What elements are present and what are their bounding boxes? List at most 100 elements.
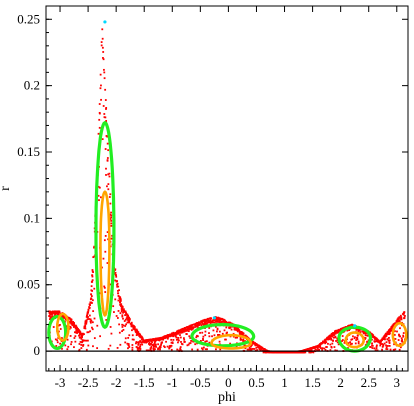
sea-point (113, 272, 116, 275)
sea-point (343, 341, 346, 344)
sea-point (385, 341, 388, 344)
sea-point (99, 335, 102, 338)
sea-point (121, 306, 124, 309)
sea-point (105, 319, 108, 321)
sea-point (141, 336, 144, 339)
sea-point (179, 336, 182, 339)
sea-point (127, 343, 130, 345)
sea-point (199, 331, 201, 334)
sea-point (157, 343, 160, 346)
sea-point (225, 326, 228, 329)
sea-point (55, 345, 58, 347)
sea-point (90, 301, 92, 304)
sea-point (303, 349, 306, 352)
sea-point (165, 336, 168, 339)
sea-point (91, 270, 94, 273)
sea-point (177, 331, 180, 333)
sea-point (102, 257, 105, 260)
sea-point (200, 324, 203, 327)
sea-point (394, 348, 397, 351)
sea-point (239, 336, 242, 339)
sea-point (190, 340, 193, 342)
sea-point (159, 346, 161, 349)
sea-point (154, 348, 156, 351)
sea-point (359, 331, 362, 333)
sea-point (386, 348, 389, 351)
sea-point (121, 305, 123, 308)
sea-point (218, 340, 221, 343)
sea-point (347, 325, 349, 328)
sea-point (400, 318, 403, 321)
sea-point (87, 311, 90, 314)
x-tick-label: 1.5 (304, 375, 320, 390)
sea-point (105, 120, 108, 122)
sea-point (109, 202, 112, 205)
sea-point (122, 311, 124, 314)
sea-point (246, 348, 249, 351)
sea-point (179, 347, 182, 350)
sea-point (250, 345, 252, 348)
sea-point (183, 337, 185, 340)
sea-point (147, 349, 150, 352)
sea-point (61, 314, 64, 317)
sea-point (105, 107, 108, 109)
sea-point (357, 340, 360, 343)
sea-point (57, 324, 60, 327)
sea-point (390, 327, 392, 330)
sea-point (364, 334, 367, 337)
sea-point (202, 335, 205, 338)
orange-torus-3 (55, 312, 70, 342)
sea-point (170, 348, 173, 351)
sea-point (223, 320, 226, 323)
sea-point (83, 333, 85, 336)
sea-point (154, 340, 157, 343)
sea-point (110, 214, 113, 217)
sea-point (79, 341, 82, 343)
sea-point (106, 157, 109, 159)
sea-point (369, 346, 371, 348)
sea-point (197, 322, 200, 325)
sea-point (337, 343, 340, 346)
sea-point (84, 321, 87, 324)
sea-point (176, 348, 179, 351)
sea-point (85, 316, 88, 318)
sea-point (113, 311, 115, 313)
sea-point (184, 327, 187, 329)
sea-point (202, 337, 204, 340)
sea-point (327, 342, 329, 345)
sea-point (84, 325, 86, 328)
sea-point (124, 318, 127, 321)
sea-point (354, 342, 357, 345)
sea-point (295, 351, 298, 354)
sea-point (159, 348, 161, 351)
sea-point (98, 103, 101, 105)
sea-point (204, 334, 207, 337)
sea-point (78, 334, 80, 337)
sea-point (135, 331, 138, 334)
sea-point (287, 351, 290, 354)
sea-point (357, 329, 360, 332)
sea-point (362, 329, 365, 332)
sea-point (146, 340, 148, 343)
sea-point (352, 324, 355, 327)
sea-point (380, 339, 382, 342)
sea-point (201, 347, 203, 350)
sea-point (85, 339, 88, 342)
x-tick-label: 2.5 (361, 375, 377, 390)
sea-point (379, 343, 382, 346)
sea-point (398, 320, 401, 323)
sea-point (402, 312, 405, 315)
sea-point (224, 321, 227, 324)
sea-point (366, 334, 369, 337)
sea-point (384, 335, 387, 338)
sea-point (109, 283, 112, 286)
sea-point (165, 340, 167, 343)
sea-point (325, 341, 328, 344)
sea-point (73, 346, 75, 349)
sea-point (136, 341, 139, 344)
sea-point (98, 186, 101, 189)
sea-point (126, 315, 129, 317)
sea-point (328, 336, 331, 339)
sea-point (396, 319, 399, 322)
sea-point (127, 316, 129, 318)
